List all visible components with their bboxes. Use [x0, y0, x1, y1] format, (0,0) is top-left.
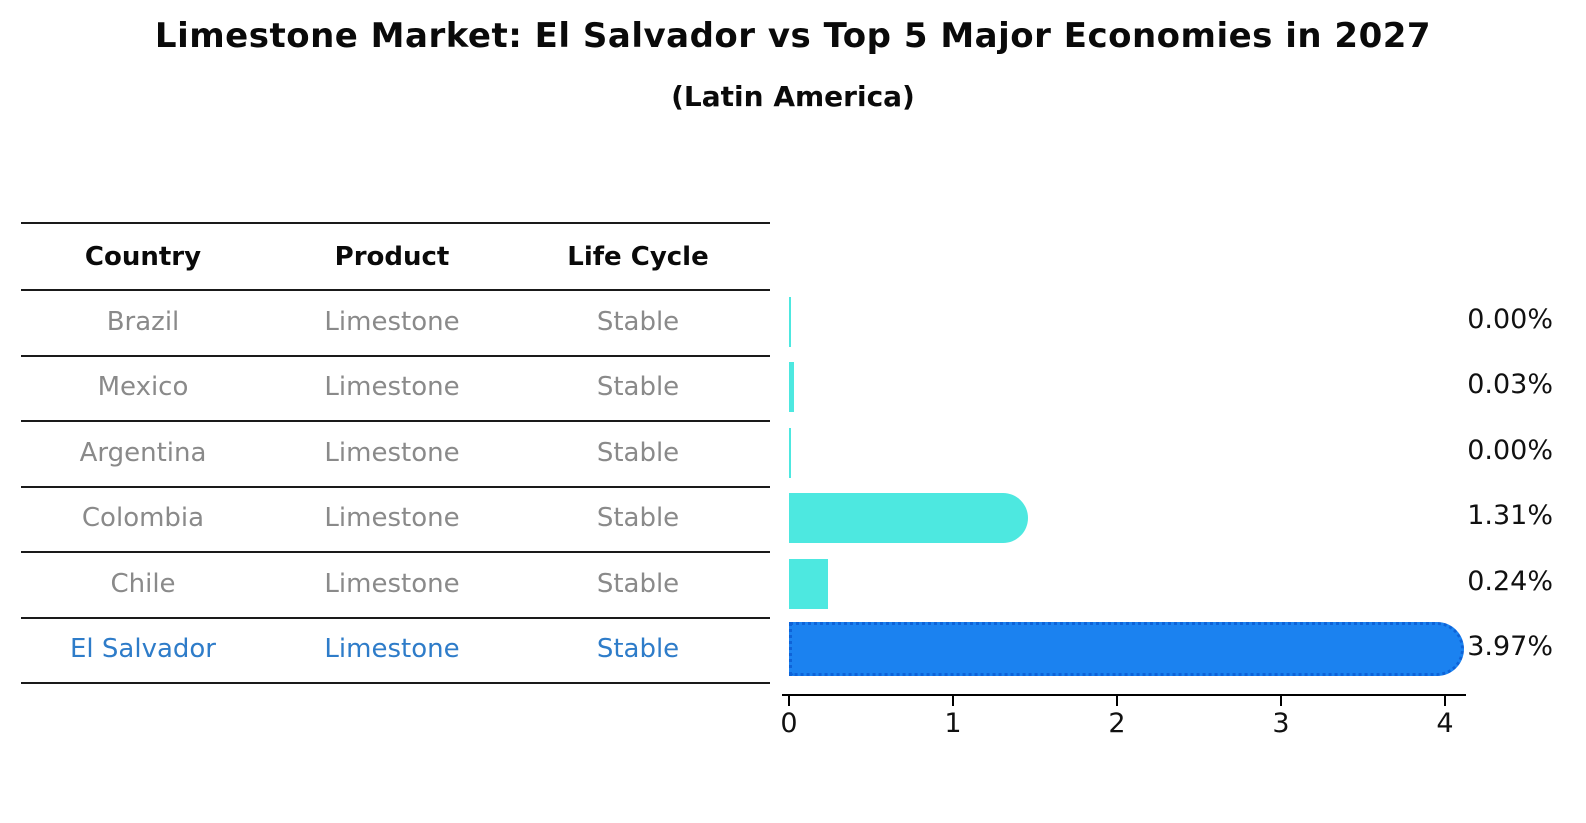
table-cell-life-cycle: Stable — [596, 568, 680, 599]
bar-el-salvador — [789, 622, 1465, 677]
bar-value-label: 1.31% — [1467, 500, 1553, 532]
table-cell-country: Argentina — [79, 437, 207, 468]
table-cell-life-cycle: Stable — [596, 306, 680, 337]
chart-title: Limestone Market: El Salvador vs Top 5 M… — [154, 16, 1432, 56]
table-header-product: Product — [334, 241, 450, 272]
table-cell-country: Brazil — [106, 306, 180, 337]
table-cell-product: Limestone — [324, 306, 460, 337]
table-cell-country: Chile — [110, 568, 176, 599]
table-bottom-rule — [21, 682, 770, 684]
table-cell-life-cycle: Stable — [596, 503, 680, 534]
table-cell-product: Limestone — [324, 503, 460, 534]
x-axis-tick — [1444, 696, 1446, 706]
table-row-rule — [21, 551, 770, 553]
x-axis-tick-label: 4 — [1436, 708, 1454, 739]
table-cell-country: Colombia — [81, 503, 205, 534]
table-cell-life-cycle: Stable — [596, 372, 680, 403]
table-cell-product: Limestone — [324, 634, 460, 665]
table-cell-product: Limestone — [324, 372, 460, 403]
chart-subtitle: (Latin America) — [671, 80, 915, 113]
table-cell-life-cycle: Stable — [596, 634, 680, 665]
table-cell-country: El Salvador — [70, 634, 216, 665]
x-axis-tick — [788, 696, 790, 706]
bar-value-label: 0.03% — [1467, 369, 1553, 401]
table-row-rule — [21, 289, 770, 291]
table-header-country: Country — [84, 241, 202, 272]
table-row-rule — [21, 354, 770, 357]
bar-value-label: 0.24% — [1467, 565, 1553, 597]
x-axis-tick — [1280, 696, 1282, 706]
x-axis-line — [782, 694, 1466, 696]
table-header-life-cycle: Life Cycle — [567, 241, 709, 272]
bar-argentina — [789, 427, 791, 478]
table-cell-country: Mexico — [97, 372, 189, 403]
x-axis-tick-label: 3 — [1272, 708, 1290, 739]
table-top-rule — [21, 222, 770, 224]
bar-value-label: 3.97% — [1467, 631, 1553, 663]
bar-value-label: 0.00% — [1467, 303, 1553, 335]
table-row-rule — [21, 420, 770, 422]
bar-value-label: 0.00% — [1467, 434, 1553, 466]
table-row-rule — [21, 616, 770, 619]
bar-chile — [789, 558, 829, 609]
bar-colombia — [789, 493, 1028, 544]
x-axis-tick-label: 2 — [1108, 708, 1126, 739]
table-cell-product: Limestone — [324, 437, 460, 468]
x-axis-tick — [1116, 696, 1118, 706]
table-row-rule — [21, 485, 770, 488]
bar-mexico — [789, 362, 794, 413]
x-axis-tick-label: 1 — [944, 708, 962, 739]
bar-brazil — [789, 296, 791, 347]
x-axis-tick-label: 0 — [780, 708, 798, 739]
table-cell-life-cycle: Stable — [596, 437, 680, 468]
table-cell-product: Limestone — [324, 568, 460, 599]
x-axis-tick — [952, 696, 954, 706]
